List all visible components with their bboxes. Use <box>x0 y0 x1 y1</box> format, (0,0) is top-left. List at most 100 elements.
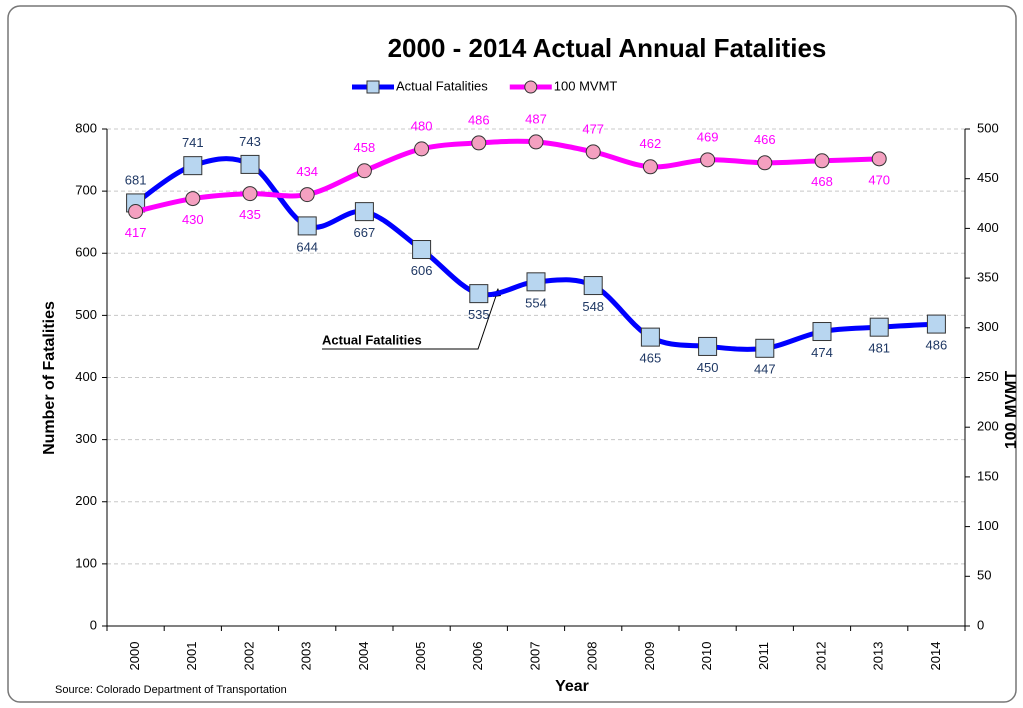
x-tick-label: 2001 <box>184 642 199 671</box>
data-label: 741 <box>182 135 204 150</box>
marker <box>583 276 603 296</box>
chart-title: 2000 - 2014 Actual Annual Fatalities <box>388 33 827 63</box>
data-label: 486 <box>468 112 490 127</box>
x-tick-label: 2009 <box>642 642 657 671</box>
marker <box>814 153 830 169</box>
y-tick-label: 100 <box>75 555 97 570</box>
marker <box>526 272 546 292</box>
data-label: 474 <box>811 345 833 360</box>
marker <box>869 317 889 337</box>
data-label: 450 <box>697 360 719 375</box>
y2-tick-label: 500 <box>977 120 999 135</box>
y2-tick-label: 250 <box>977 369 999 384</box>
data-label: 480 <box>411 118 433 133</box>
y2-tick-label: 200 <box>977 419 999 434</box>
legend-marker <box>366 80 380 94</box>
data-label: 470 <box>868 172 890 187</box>
x-tick-label: 2004 <box>356 642 371 671</box>
data-label: 466 <box>754 132 776 147</box>
marker <box>354 202 374 222</box>
data-label: 535 <box>468 307 490 322</box>
x-tick-label: 2008 <box>585 642 600 671</box>
data-label: 434 <box>296 164 318 179</box>
data-label: 743 <box>239 134 261 149</box>
y2-tick-label: 100 <box>977 518 999 533</box>
x-tick-label: 2010 <box>699 642 714 671</box>
marker <box>755 338 775 358</box>
marker <box>926 314 946 334</box>
y2-tick-label: 150 <box>977 468 999 483</box>
source-note: Source: Colorado Department of Transport… <box>55 684 287 696</box>
data-label: 681 <box>125 172 147 187</box>
data-label: 430 <box>182 212 204 227</box>
x-tick-label: 2013 <box>871 642 886 671</box>
y-tick-label: 500 <box>75 307 97 322</box>
y-tick-label: 800 <box>75 120 97 135</box>
data-label: 548 <box>582 299 604 314</box>
marker <box>469 284 489 304</box>
marker <box>585 144 601 160</box>
marker <box>698 336 718 356</box>
x-tick-label: 2012 <box>813 642 828 671</box>
y2-tick-label: 0 <box>977 617 984 632</box>
data-label: 465 <box>640 351 662 366</box>
annotation: Actual Fatalities <box>322 332 422 347</box>
legend-label: Actual Fatalities <box>396 78 488 93</box>
data-label: 486 <box>926 338 948 353</box>
marker <box>700 152 716 168</box>
y2-tick-label: 50 <box>977 568 991 583</box>
y-tick-label: 700 <box>75 183 97 198</box>
data-label: 644 <box>296 239 318 254</box>
data-label: 481 <box>868 341 890 356</box>
marker <box>297 216 317 236</box>
y2-tick-label: 350 <box>977 270 999 285</box>
y2-axis-label: 100 MVMT <box>1003 371 1020 449</box>
series-line <box>134 156 937 352</box>
data-label: 435 <box>239 207 261 222</box>
marker <box>240 154 260 174</box>
y2-tick-label: 300 <box>977 319 999 334</box>
y-tick-label: 600 <box>75 245 97 260</box>
marker <box>185 191 201 207</box>
marker <box>356 163 372 179</box>
data-label: 468 <box>811 174 833 189</box>
marker <box>471 135 487 151</box>
x-axis-label: Year <box>555 678 589 695</box>
annotation-arrow <box>322 289 499 350</box>
x-tick-label: 2002 <box>241 642 256 671</box>
legend-marker <box>524 80 538 94</box>
data-label: 469 <box>697 129 719 144</box>
marker <box>640 327 660 347</box>
data-label: 447 <box>754 362 776 377</box>
marker <box>812 322 832 342</box>
x-tick-label: 2003 <box>299 642 314 671</box>
data-label: 554 <box>525 295 547 310</box>
y-tick-label: 400 <box>75 369 97 384</box>
marker <box>299 187 315 203</box>
data-label: 458 <box>354 140 376 155</box>
marker <box>642 159 658 175</box>
y2-tick-label: 450 <box>977 170 999 185</box>
y-axis-label: Number of Fatalities <box>41 301 58 455</box>
data-label: 462 <box>640 136 662 151</box>
x-tick-label: 2014 <box>928 642 943 671</box>
y-tick-label: 0 <box>90 617 97 632</box>
data-label: 417 <box>125 225 147 240</box>
marker <box>183 156 203 176</box>
marker <box>414 141 430 157</box>
marker <box>242 186 258 202</box>
x-tick-label: 2011 <box>756 642 771 670</box>
x-tick-label: 2005 <box>413 642 428 671</box>
chart-frame <box>7 5 1017 703</box>
y-tick-label: 200 <box>75 493 97 508</box>
data-label: 477 <box>582 121 604 136</box>
data-label: 606 <box>411 263 433 278</box>
data-label: 667 <box>354 225 376 240</box>
marker <box>871 151 887 167</box>
x-tick-label: 2000 <box>127 642 142 671</box>
marker <box>528 134 544 150</box>
marker <box>128 204 144 220</box>
marker <box>757 155 773 171</box>
data-label: 487 <box>525 111 547 126</box>
